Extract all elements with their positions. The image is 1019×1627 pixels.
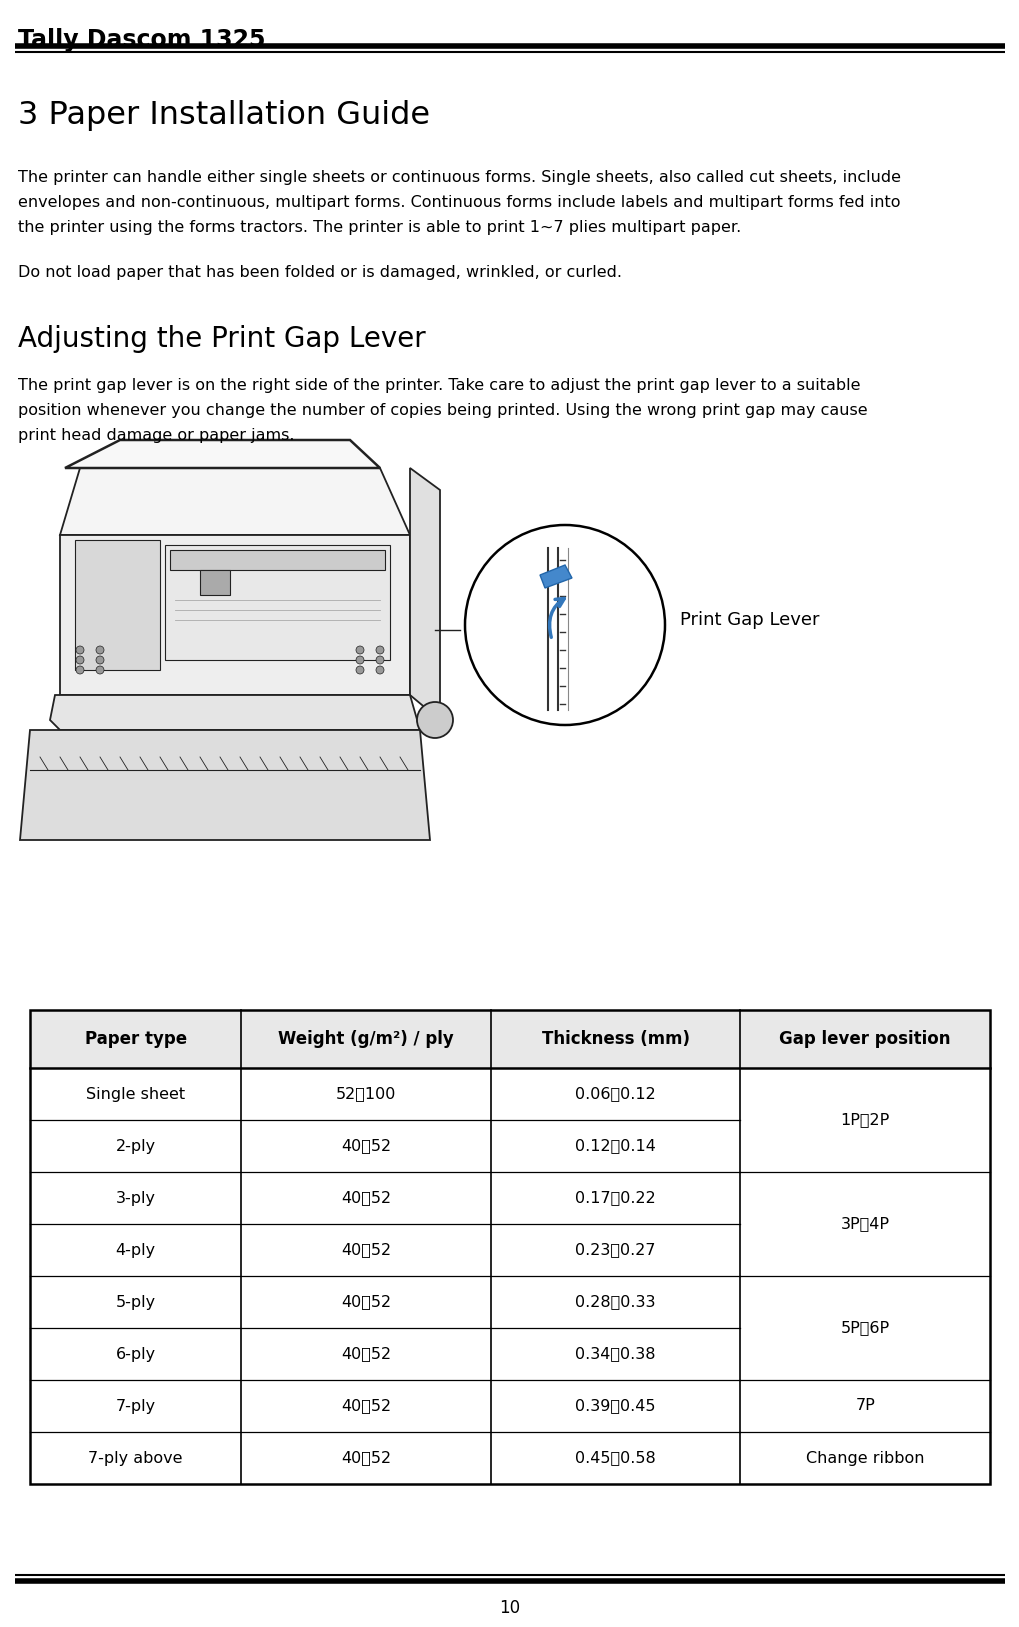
Text: 0.39～0.45: 0.39～0.45	[575, 1399, 655, 1414]
Text: Do not load paper that has been folded or is damaged, wrinkled, or curled.: Do not load paper that has been folded o…	[18, 265, 622, 280]
Text: 40～52: 40～52	[340, 1399, 390, 1414]
Text: 7-ply above: 7-ply above	[89, 1451, 182, 1466]
Text: 4-ply: 4-ply	[115, 1243, 156, 1258]
Text: 1P～2P: 1P～2P	[840, 1113, 889, 1128]
Text: 0.45～0.58: 0.45～0.58	[575, 1451, 655, 1466]
Text: Change ribbon: Change ribbon	[805, 1451, 923, 1466]
Text: 5-ply: 5-ply	[115, 1295, 156, 1310]
Polygon shape	[200, 569, 229, 595]
Text: Gap lever position: Gap lever position	[779, 1030, 950, 1048]
Text: Paper type: Paper type	[85, 1030, 186, 1048]
Circle shape	[356, 656, 364, 664]
Circle shape	[376, 656, 383, 664]
Text: Single sheet: Single sheet	[86, 1087, 185, 1101]
Text: 0.23～0.27: 0.23～0.27	[575, 1243, 655, 1258]
Circle shape	[76, 646, 84, 654]
Text: Tally Dascom 1325: Tally Dascom 1325	[18, 28, 265, 52]
Text: 0.12～0.14: 0.12～0.14	[575, 1139, 655, 1154]
Text: 0.34～0.38: 0.34～0.38	[575, 1347, 655, 1362]
Text: 0.06～0.12: 0.06～0.12	[575, 1087, 655, 1101]
Circle shape	[96, 665, 104, 674]
Circle shape	[96, 646, 104, 654]
Polygon shape	[50, 695, 420, 731]
Circle shape	[465, 526, 664, 726]
Polygon shape	[20, 731, 430, 840]
Polygon shape	[65, 439, 380, 469]
Text: 52～100: 52～100	[335, 1087, 395, 1101]
Text: Adjusting the Print Gap Lever: Adjusting the Print Gap Lever	[18, 325, 425, 353]
Circle shape	[76, 656, 84, 664]
Circle shape	[96, 656, 104, 664]
Circle shape	[356, 665, 364, 674]
Text: 40～52: 40～52	[340, 1347, 390, 1362]
Circle shape	[356, 646, 364, 654]
Text: 40～52: 40～52	[340, 1139, 390, 1154]
Circle shape	[376, 665, 383, 674]
Text: print head damage or paper jams.: print head damage or paper jams.	[18, 428, 294, 443]
Text: Print Gap Lever: Print Gap Lever	[680, 612, 818, 630]
Text: envelopes and non-continuous, multipart forms. Continuous forms include labels a: envelopes and non-continuous, multipart …	[18, 195, 900, 210]
Text: 40～52: 40～52	[340, 1451, 390, 1466]
Polygon shape	[60, 469, 410, 535]
Text: Thickness (mm): Thickness (mm)	[541, 1030, 689, 1048]
Text: 0.17～0.22: 0.17～0.22	[575, 1191, 655, 1206]
Polygon shape	[539, 565, 572, 587]
Text: 6-ply: 6-ply	[115, 1347, 156, 1362]
Polygon shape	[170, 550, 384, 569]
Text: the printer using the forms tractors. The printer is able to print 1~7 plies mul: the printer using the forms tractors. Th…	[18, 220, 741, 234]
Text: 7P: 7P	[855, 1399, 874, 1414]
Circle shape	[376, 646, 383, 654]
Text: 3 Paper Installation Guide: 3 Paper Installation Guide	[18, 99, 430, 132]
Text: 3-ply: 3-ply	[115, 1191, 156, 1206]
Text: 0.28～0.33: 0.28～0.33	[575, 1295, 655, 1310]
Circle shape	[417, 701, 452, 739]
Text: 40～52: 40～52	[340, 1191, 390, 1206]
Text: position whenever you change the number of copies being printed. Using the wrong: position whenever you change the number …	[18, 403, 867, 418]
Polygon shape	[60, 535, 410, 695]
Polygon shape	[30, 1010, 989, 1067]
Text: 3P～4P: 3P～4P	[840, 1217, 889, 1232]
Circle shape	[76, 665, 84, 674]
Text: The printer can handle either single sheets or continuous forms. Single sheets, : The printer can handle either single she…	[18, 169, 900, 185]
Text: 2-ply: 2-ply	[115, 1139, 156, 1154]
Text: Weight (g/m²) / ply: Weight (g/m²) / ply	[278, 1030, 453, 1048]
Text: 5P～6P: 5P～6P	[840, 1321, 889, 1336]
Text: 40～52: 40～52	[340, 1243, 390, 1258]
Text: 40～52: 40～52	[340, 1295, 390, 1310]
Text: The print gap lever is on the right side of the printer. Take care to adjust the: The print gap lever is on the right side…	[18, 377, 860, 394]
Polygon shape	[410, 469, 439, 721]
Text: 7-ply: 7-ply	[115, 1399, 156, 1414]
Polygon shape	[75, 540, 160, 670]
FancyArrowPatch shape	[549, 599, 564, 638]
Polygon shape	[165, 545, 389, 661]
Text: 10: 10	[499, 1599, 520, 1617]
